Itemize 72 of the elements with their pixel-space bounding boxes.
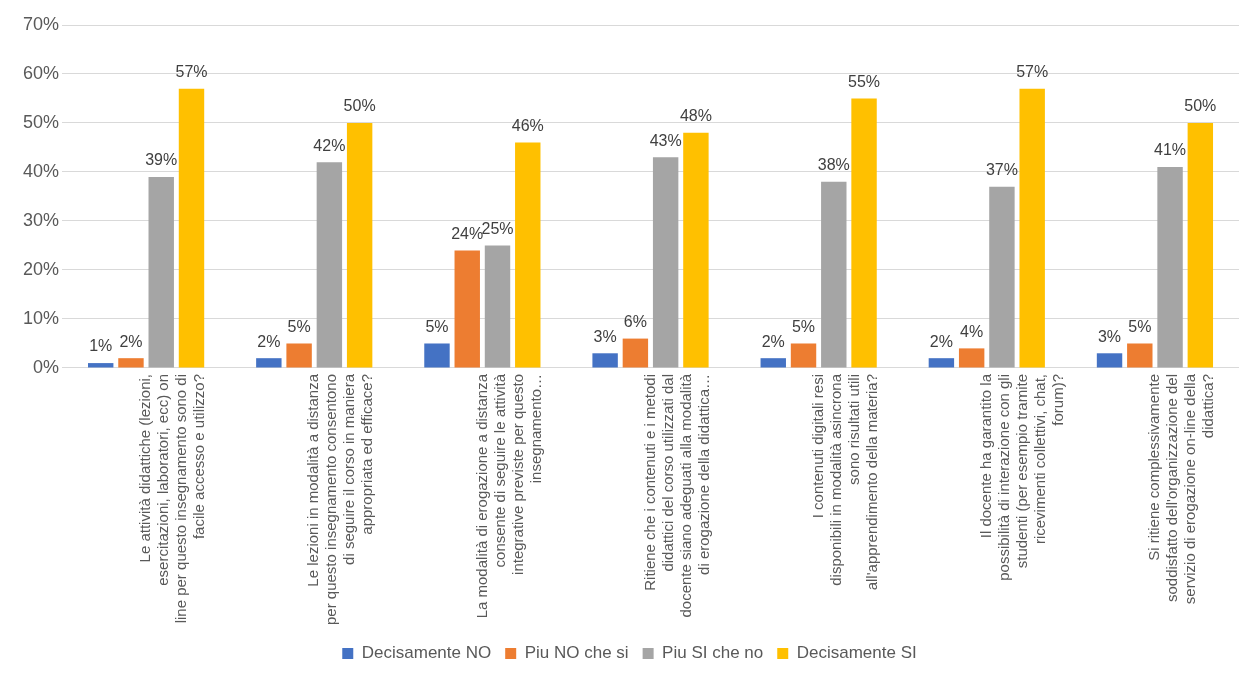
bar [989, 186, 1015, 368]
legend-label: Piu NO che si [524, 643, 629, 663]
data-label: 42% [313, 136, 346, 154]
bar [1157, 167, 1183, 368]
bar [316, 162, 343, 368]
bar [1096, 353, 1123, 368]
data-label: 39% [145, 151, 178, 169]
bar [515, 142, 541, 368]
bar [1187, 123, 1214, 368]
bar [790, 343, 817, 368]
bar [1127, 343, 1153, 368]
y-tick-label: 0% [33, 356, 60, 377]
legend-label: Decisamente NO [361, 643, 492, 663]
data-label: 38% [817, 156, 850, 174]
x-tick-label: I contenuti digitali resi disponibili in modalità asincrona sono risultati utili all'apprendimento della materia? [808, 373, 880, 591]
data-label: 57% [175, 63, 208, 81]
data-label: 2% [257, 332, 281, 350]
data-label: 6% [623, 312, 647, 330]
bar [622, 338, 649, 368]
data-label: 55% [848, 72, 881, 90]
bar [148, 176, 174, 368]
data-label: 43% [649, 131, 682, 149]
data-label: 4% [960, 322, 984, 340]
y-tick-label: 60% [23, 62, 60, 83]
data-label: 2% [929, 332, 953, 350]
bar [484, 245, 511, 368]
bar [928, 358, 955, 368]
x-tick-label: Il docente ha garantito la possibilità di interazione con gli studenti (per esempio tramite ricevimenti collettivi, chat, forum)? [976, 373, 1066, 581]
data-label: 5% [791, 317, 816, 335]
data-label: 2% [119, 332, 143, 350]
data-label: 1% [89, 337, 113, 355]
y-tick-label: 70% [23, 13, 60, 34]
data-label: 3% [1097, 327, 1122, 345]
bar [760, 358, 786, 368]
data-label: 48% [679, 107, 712, 125]
y-tick-label: 20% [23, 258, 60, 279]
data-label: 41% [1154, 141, 1187, 159]
bar [958, 348, 985, 368]
bar [454, 250, 480, 368]
bar [652, 157, 679, 368]
bar [256, 358, 282, 368]
data-label: 57% [1016, 63, 1049, 81]
y-tick-label: 50% [23, 111, 60, 132]
y-tick-label: 30% [23, 209, 60, 230]
bar [286, 343, 312, 368]
data-label: 46% [511, 117, 544, 134]
x-tick-label: Si ritiene complessivamente soddisfatto dell'organizzazione del servizio di erogazione on-line della didattica? [1145, 373, 1217, 605]
bar [346, 123, 373, 368]
x-tick-label: La modalità di erogazione a distanza consente di seguire le attività integrative previste per questo insegnamento… [472, 373, 544, 619]
x-tick-label: Le lezioni in modalità a distanza per questo insegnamento consentono di seguire il corso in maniera appropriata ed efficace? [304, 373, 376, 625]
bar [118, 358, 144, 368]
bar [683, 132, 709, 368]
bar [178, 88, 205, 368]
data-label: 3% [593, 327, 617, 345]
bar [424, 343, 450, 368]
x-tick-label: Ritiene che i contenuti e i metodi didattici del corso utilizzati dal docente siano adeguati alla modalità di erogazione della didattica… [640, 373, 712, 618]
data-label: 50% [1184, 97, 1217, 115]
y-tick-label: 10% [23, 307, 60, 328]
legend-label: Decisamente SI [796, 643, 917, 663]
bar [592, 353, 618, 368]
data-label: 37% [985, 161, 1018, 179]
data-label: 5% [425, 317, 449, 335]
data-label: 50% [343, 97, 376, 115]
data-label: 2% [761, 332, 785, 350]
x-tick-label: Le attività didattiche (lezioni, esercitazioni, laboratori, ecc) on line per questo insegnamento sono di facile accesso e utilizzo? [136, 373, 208, 624]
data-label: 5% [287, 317, 311, 335]
bar [821, 181, 847, 368]
data-label: 5% [1128, 317, 1152, 335]
y-tick-label: 40% [23, 160, 60, 181]
bar [851, 98, 877, 368]
legend-label: Piu SI che no [662, 643, 764, 663]
bar [1019, 88, 1045, 368]
